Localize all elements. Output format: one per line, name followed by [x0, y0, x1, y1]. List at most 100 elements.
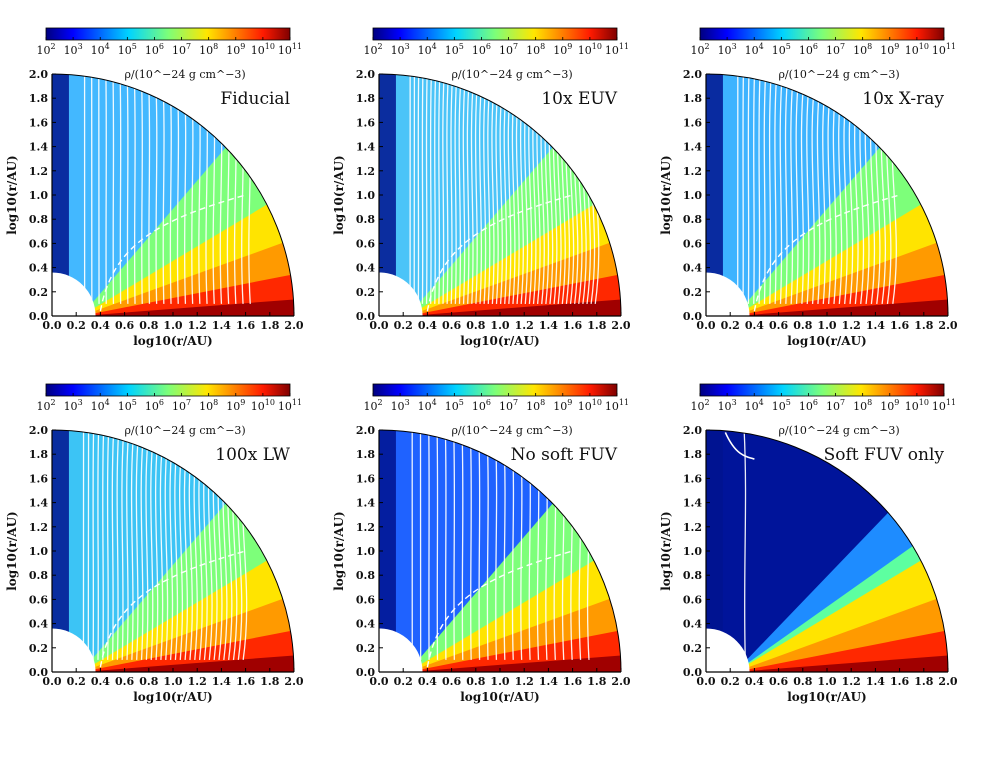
colorbar-tick-label: 1010 [251, 398, 275, 413]
x-axis-label: log10(r/AU) [460, 334, 540, 348]
x-tick-label: 1.2 [188, 319, 207, 332]
streamlines [724, 430, 755, 660]
atmosphere-layer [408, 226, 621, 316]
x-tick-label: 0.2 [394, 319, 413, 332]
y-tick-label: 0.6 [356, 593, 375, 606]
streamline [469, 430, 472, 660]
panel-title: Fiducial [220, 89, 290, 109]
x-tick-label: 0.2 [67, 675, 86, 688]
x-tick-label: 1.2 [842, 319, 861, 332]
polar-axis-strip [379, 74, 396, 316]
x-tick-label: 0.6 [769, 675, 788, 688]
ionization-front [99, 550, 246, 668]
panel-1: 102 103 104 105 106 107 108 109 1010 1011 ρ/(10^−2… [5, 27, 304, 348]
streamline [763, 74, 767, 304]
streamline [126, 74, 129, 304]
x-axis-label: log10(r/AU) [133, 334, 213, 348]
streamline [140, 74, 144, 304]
colorbar-tick-label: 107 [826, 42, 845, 57]
y-tick-label: 2.0 [683, 68, 702, 81]
x-tick-label: 1.8 [914, 319, 933, 332]
polar-axis-strip [706, 430, 723, 672]
colorbar-tick-label: 1011 [605, 42, 629, 57]
colorbar-tick-label: 1011 [278, 42, 302, 57]
colorbar-gradient [699, 383, 945, 397]
colorbar-tick-label: 108 [853, 42, 872, 57]
x-tick-label: 0.4 [418, 319, 437, 332]
ionization-front [99, 194, 246, 312]
ionization-front [753, 194, 900, 312]
x-tick-label: 2.0 [938, 319, 957, 332]
x-tick-label: 0.8 [466, 675, 485, 688]
colorbar: 102 103 104 105 106 107 108 109 1010 1011 ρ/(10^−2… [363, 27, 629, 81]
streamline [442, 74, 445, 304]
streamline [421, 74, 424, 304]
panel-title: 10x EUV [541, 89, 617, 109]
colorbar-tick-label: 105 [772, 398, 791, 413]
disk-midplane [81, 651, 294, 672]
y-tick-label: 0.2 [683, 642, 702, 655]
y-axis-label: log10(r/AU) [332, 155, 346, 235]
panel-2: 102 103 104 105 106 107 108 109 1010 1011 ρ/(10^−2… [332, 27, 631, 348]
y-tick-label: 0.6 [683, 593, 702, 606]
x-tick-label: 1.8 [260, 319, 279, 332]
colorbar: 102 103 104 105 106 107 108 109 1010 1011 ρ/(10^−2… [36, 27, 302, 81]
streamline [784, 74, 789, 304]
colorbar-tick-label: 102 [690, 42, 709, 57]
y-tick-label: 0.6 [29, 237, 48, 250]
x-tick-label: 0.0 [696, 319, 715, 332]
y-tick-label: 1.4 [356, 141, 375, 154]
colorbar-tick-label: 108 [199, 398, 218, 413]
colorbar-unit-label: ρ/(10^−24 g cm^−3) [124, 424, 245, 437]
colorbar-tick-label: 105 [118, 42, 137, 57]
disk-layer [81, 265, 294, 316]
colorbar-tick-label: 109 [880, 42, 899, 57]
disk-midplane [408, 651, 621, 672]
x-tick-label: 1.6 [236, 675, 255, 688]
streamline [470, 74, 475, 304]
atmosphere-layer [735, 226, 948, 316]
colorbar-tick-label: 104 [745, 42, 764, 57]
streamline [438, 74, 441, 304]
streamline [97, 430, 100, 660]
polar-axis-strip [52, 74, 69, 316]
colorbar-tick-label: 104 [745, 398, 764, 413]
atmosphere-layer [735, 110, 948, 316]
y-tick-label: 2.0 [29, 424, 48, 437]
streamline [147, 74, 151, 304]
colorbar-tick-label: 107 [499, 398, 518, 413]
y-tick-label: 0.8 [683, 213, 702, 226]
y-tick-label: 0.4 [356, 262, 375, 275]
streamline [102, 430, 105, 660]
y-tick-label: 0.8 [683, 569, 702, 582]
x-tick-label: 2.0 [611, 675, 630, 688]
inner-boundary [706, 628, 750, 672]
x-tick-label: 0.6 [115, 319, 134, 332]
streamline [126, 430, 130, 660]
streamline [779, 74, 783, 304]
streamline [140, 430, 145, 660]
streamline [474, 74, 479, 304]
inner-boundary [706, 272, 750, 316]
x-tick-label: 1.0 [817, 319, 836, 332]
streamline [444, 430, 447, 660]
atmosphere-layer [408, 110, 621, 316]
y-tick-label: 0.4 [29, 262, 48, 275]
y-tick-label: 0.2 [356, 642, 375, 655]
outer-boundary [51, 73, 295, 317]
colorbar-tick-label: 102 [36, 398, 55, 413]
colorbar-tick-label: 106 [472, 42, 491, 57]
panel-6: 102 103 104 105 106 107 108 109 1010 1011 ρ/(10^−2… [659, 383, 958, 704]
x-tick-label: 1.4 [212, 319, 231, 332]
y-tick-label: 0.2 [356, 286, 375, 299]
colorbar-tick-label: 108 [526, 42, 545, 57]
x-tick-label: 0.6 [115, 675, 134, 688]
streamline [154, 430, 160, 660]
y-tick-label: 1.8 [683, 92, 702, 105]
x-tick-label: 0.0 [369, 319, 388, 332]
colorbar-tick-label: 106 [145, 398, 164, 413]
x-tick-label: 1.8 [587, 319, 606, 332]
colorbar-tick-label: 1011 [278, 398, 302, 413]
panel-3: 102 103 104 105 106 107 108 109 1010 1011 ρ/(10^−2… [659, 27, 958, 348]
colorbar-tick-label: 106 [472, 398, 491, 413]
